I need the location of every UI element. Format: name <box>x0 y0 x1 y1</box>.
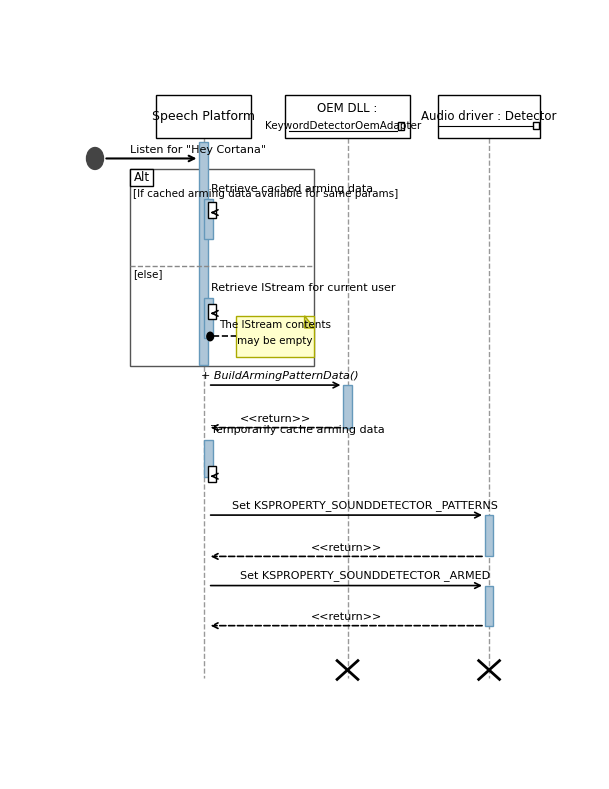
Bar <box>130 169 314 366</box>
Bar <box>485 585 493 626</box>
Bar <box>208 202 216 218</box>
Bar <box>343 385 352 428</box>
Text: [else]: [else] <box>133 269 162 279</box>
Text: <<return>>: <<return>> <box>311 612 382 622</box>
Text: <<return>>: <<return>> <box>240 414 311 424</box>
Bar <box>205 199 213 239</box>
Bar <box>236 316 314 357</box>
Bar <box>533 122 539 129</box>
Text: may be empty: may be empty <box>238 335 313 346</box>
Text: OEM DLL :: OEM DLL : <box>317 103 378 115</box>
Bar <box>285 95 410 138</box>
Bar <box>398 122 404 129</box>
Text: Speech Platform: Speech Platform <box>152 110 255 123</box>
Text: KeywordDetectorOemAdapter: KeywordDetectorOemAdapter <box>265 122 421 131</box>
Text: The IStream contents: The IStream contents <box>219 320 331 331</box>
Bar <box>130 169 153 186</box>
Text: Set KSPROPERTY_SOUNDDETECTOR _PATTERNS: Set KSPROPERTY_SOUNDDETECTOR _PATTERNS <box>232 500 498 510</box>
Text: Retrieve cached arming data: Retrieve cached arming data <box>211 185 373 194</box>
Bar <box>208 304 216 320</box>
Polygon shape <box>304 316 314 328</box>
Bar <box>199 142 208 365</box>
Text: Alt: Alt <box>133 170 150 184</box>
Text: Set KSPROPERTY_SOUNDDETECTOR _ARMED: Set KSPROPERTY_SOUNDDETECTOR _ARMED <box>240 570 490 581</box>
Text: Retrieve IStream for current user: Retrieve IStream for current user <box>211 282 395 293</box>
Circle shape <box>207 332 214 341</box>
Text: Audio driver : Detector: Audio driver : Detector <box>421 110 557 123</box>
Text: + BuildArmingPatternData(): + BuildArmingPatternData() <box>202 371 359 381</box>
Bar <box>485 515 493 556</box>
Text: <<return>>: <<return>> <box>311 543 382 553</box>
Bar <box>208 466 216 481</box>
Bar <box>438 95 540 138</box>
Text: Listen for "Hey Cortana": Listen for "Hey Cortana" <box>130 145 267 155</box>
Text: Temporarily cache arming data: Temporarily cache arming data <box>211 425 384 435</box>
Circle shape <box>86 148 104 170</box>
Text: [If cached arming data available for same params]: [If cached arming data available for sam… <box>133 189 398 199</box>
Bar <box>205 439 213 477</box>
Bar <box>205 297 213 338</box>
Bar <box>157 95 251 138</box>
